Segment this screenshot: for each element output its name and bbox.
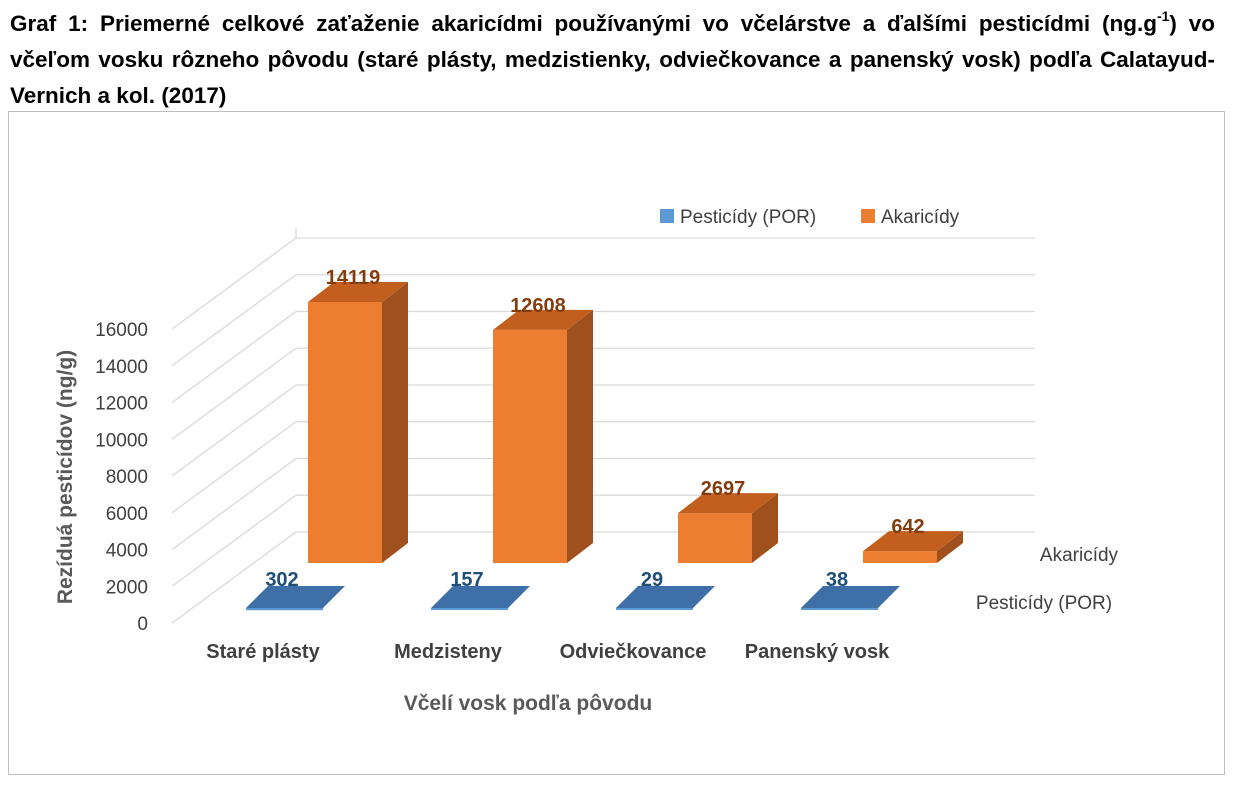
gridline [171,384,1035,477]
akaricidy-bar-front [863,551,937,563]
gridline [171,494,1035,587]
x-category-label: Medzisteny [394,641,503,663]
gridline [171,237,1035,330]
y-tick-label: 0 [137,614,148,635]
pesticidy-data-label: 302 [265,569,298,591]
akaricidy-bar-top [308,282,408,302]
akaricidy-bar-side [382,282,408,563]
chart-caption: Graf 1: Priemerné celkové zaťaženie akar… [10,6,1215,114]
pesticidy-bar-top [246,586,345,608]
y-tick-label: 16000 [95,320,148,341]
y-axis-ticks: 0 2000 4000 6000 8000 10000 12000 14000 16000 [95,320,148,635]
x-axis-title: Včelí vosk podľa pôvodu [404,692,652,715]
legend-swatch-pesticidy [660,209,674,223]
x-axis-categories: Staré plásty Medzisteny Odviečkovance Panen… [206,641,890,663]
akaricidy-bar-top [493,309,593,330]
akaricidy-data-label: 642 [891,516,924,538]
y-tick-label: 6000 [106,504,148,525]
x-category-label: Panenský vosk [745,641,890,663]
data-labels: 302 14119 157 12608 29 2697 38 642 [265,267,924,591]
bars [246,282,963,611]
gridline [171,421,1035,514]
series-axis-label: Akaricídy [1040,545,1119,566]
y-tick-label: 10000 [95,430,148,451]
pesticidy-bar-front [246,608,323,611]
y-tick-label: 4000 [106,541,148,562]
gridlines [171,228,1035,624]
legend-swatch-akaricidy [861,209,875,223]
legend-label-pesticidy: Pesticídy (POR) [680,207,816,228]
akaricidy-bar-front [308,302,382,563]
pesticidy-bar-top [616,586,715,608]
akaricidy-bar-side [752,493,778,563]
pesticidy-data-label: 157 [450,569,483,591]
y-tick-label: 2000 [106,577,148,598]
pesticidy-bar-front [616,608,693,610]
caption-text-1: Graf 1: Priemerné celkové zaťaženie akar… [10,11,1157,36]
legend-label-akaricidy: Akaricídy [881,207,960,228]
caption-superscript: -1 [1156,7,1170,24]
gridline [171,274,1035,367]
caption-text-2: ) vo včeľom vosku rôzneho pôvodu (staré … [10,11,1215,108]
akaricidy-bar-front [493,329,567,563]
akaricidy-data-label: 14119 [326,267,381,289]
gridline [171,531,1035,624]
pesticidy-bar-top [801,586,900,608]
akaricidy-bar-front [678,513,752,563]
akaricidy-data-label: 12608 [510,295,566,317]
akaricidy-bar-side [567,309,593,563]
pesticidy-data-label: 38 [826,569,848,591]
akaricidy-bar-top [678,493,778,514]
akaricidy-bar-top [863,531,963,552]
pesticidy-data-label: 29 [641,569,663,591]
akaricidy-data-label: 2697 [701,478,746,500]
legend: Pesticídy (POR) Akaricídy [660,207,960,228]
y-tick-label: 8000 [106,467,148,488]
pesticidy-bar-top [431,586,530,608]
series-axis-labels: Akaricídy Pesticídy (POR) [976,545,1119,614]
x-category-label: Staré plásty [206,641,320,663]
chart-area [8,111,1225,775]
gridline [171,310,1035,404]
x-category-label: Odviečkovance [560,641,707,663]
gridline [171,457,1035,551]
pesticidy-bar-front [801,608,878,610]
y-tick-label: 14000 [95,357,148,378]
pesticidy-bar-front [431,608,508,610]
series-axis-label: Pesticídy (POR) [976,593,1112,614]
y-axis-title: Rezíduá pesticídov (ng/g) [54,350,77,604]
y-tick-label: 12000 [95,394,148,415]
gridline [171,347,1035,440]
akaricidy-bar-side [937,531,963,563]
